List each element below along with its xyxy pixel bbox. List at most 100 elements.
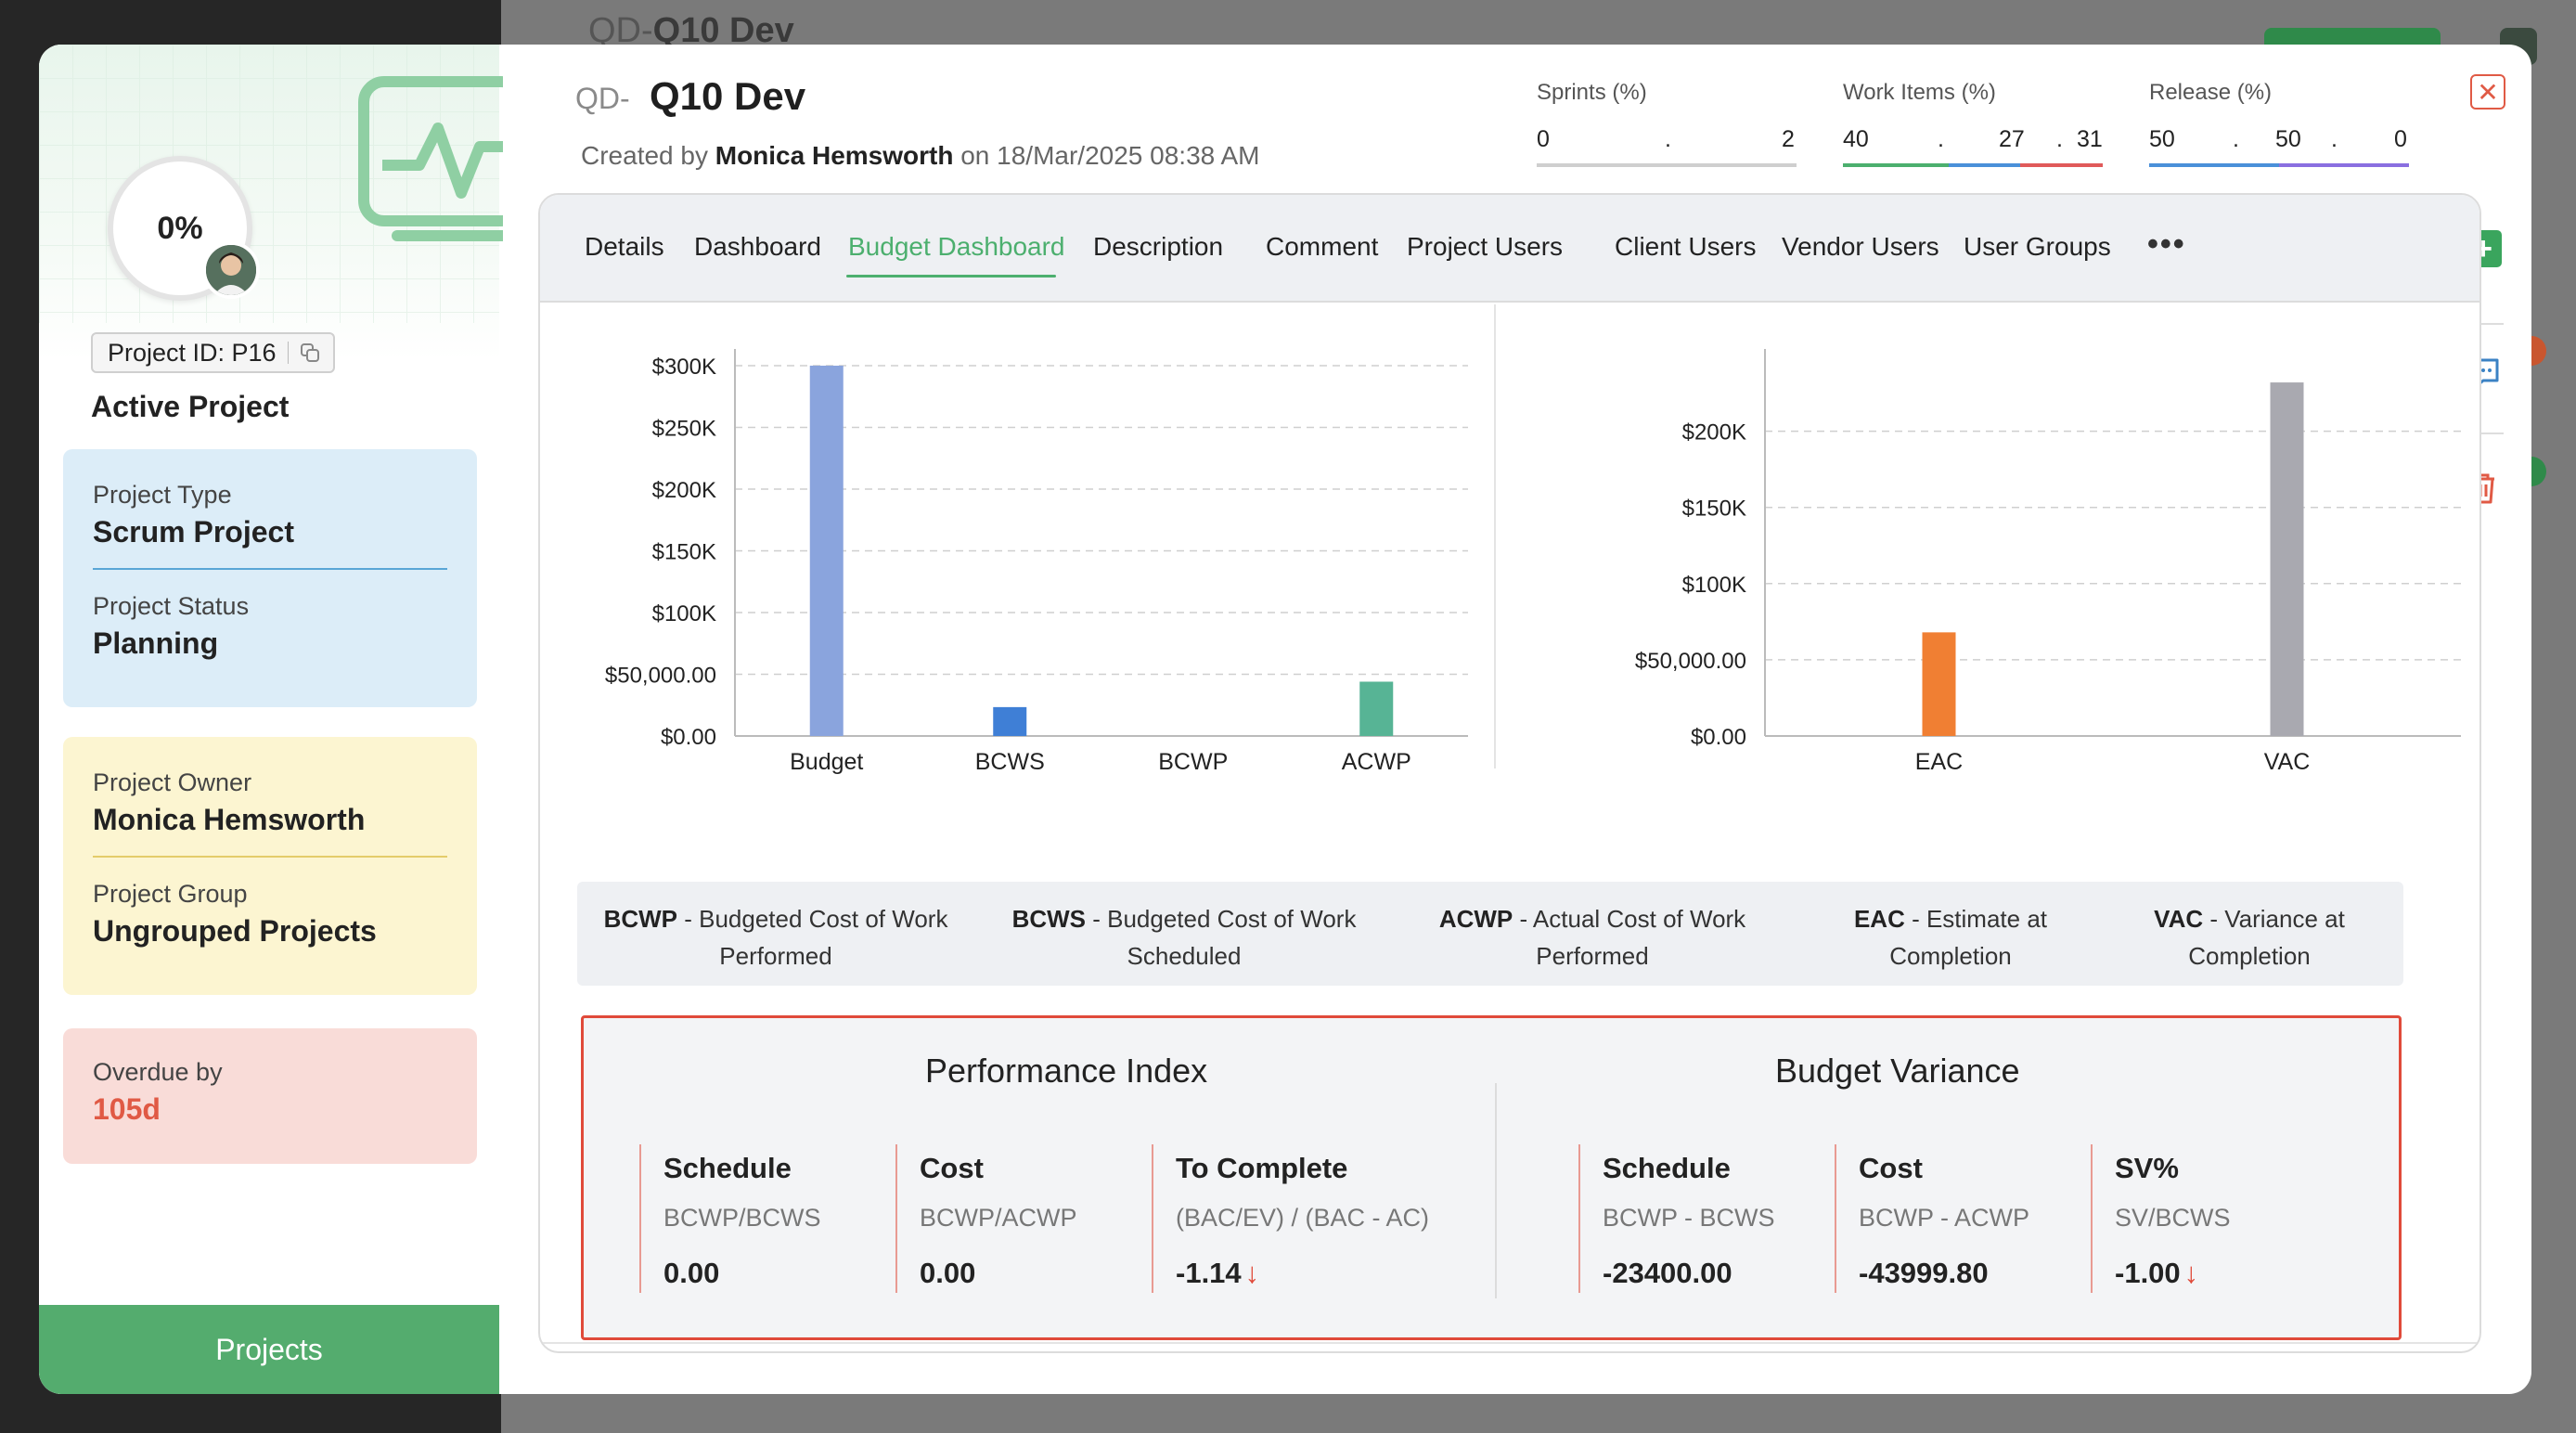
work-items-value-1: 40 (1843, 126, 1869, 152)
work-items-separator-2: . (2056, 126, 2063, 152)
action-divider (2463, 323, 2504, 325)
project-type-value: Scrum Project (93, 515, 294, 549)
legend-vac: VAC - Variance at Completion (2154, 905, 2345, 970)
cost-bar-chart: $0.00 $50,000.00 $100K $150K $200K $250K $300K… (605, 349, 1468, 775)
tab-budget-dashboard[interactable]: Budget Dashboard (848, 232, 1065, 261)
more-dots-icon[interactable]: ••• (2147, 226, 2186, 262)
sprints-metric: Sprints (%) 0 . 2 (1537, 80, 1797, 167)
tab-user-groups[interactable]: User Groups (1964, 232, 2111, 261)
sprints-value-open: 0 (1537, 126, 1550, 152)
work-items-value-2: 27 (1999, 126, 2025, 152)
performance-variance-panel: Performance Index Budget Variance Schedu… (581, 1015, 2402, 1340)
work-items-progress-bar (1843, 163, 2103, 167)
release-label: Release (%) (2149, 80, 2273, 105)
x-tick-label: BCWS (975, 749, 1045, 775)
project-owner-label: Project Owner (93, 768, 252, 796)
bar-acwp[interactable] (1359, 681, 1394, 736)
project-group-label: Project Group (93, 880, 248, 908)
tab-client-users[interactable]: Client Users (1615, 232, 1757, 261)
y-tick-label: $200K (652, 478, 716, 503)
release-value-2: 50 (2275, 126, 2301, 152)
y-tick-label: $200K (1682, 420, 1746, 445)
project-group-value: Ungrouped Projects (93, 914, 377, 948)
sprints-progress-bar (1537, 163, 1797, 167)
bottom-divider (540, 1342, 2479, 1344)
work-items-label: Work Items (%) (1843, 80, 1996, 105)
bar-budget[interactable] (809, 366, 844, 736)
progress-segment (1843, 163, 1950, 167)
background-title: QD-Q10 Dev (588, 11, 794, 50)
legend-eac: EAC - Estimate at Completion (1853, 905, 2048, 970)
x-tick-label: EAC (1915, 749, 1963, 775)
y-tick-label: $100K (652, 601, 716, 626)
overdue-value: 105d (93, 1092, 161, 1126)
work-items-metric: Work Items (%) 40 . 27 . 31 (1843, 80, 2103, 167)
y-tick-label: $0.00 (1691, 725, 1746, 750)
x-tick-label: Budget (790, 749, 863, 775)
project-status-value: Planning (93, 626, 219, 660)
tab-comment[interactable]: Comment (1266, 232, 1379, 261)
tab-description[interactable]: Description (1093, 232, 1224, 261)
monitor-illustration-icon (358, 76, 503, 241)
project-status-label: Project Status (93, 592, 250, 620)
bar-vac[interactable] (2270, 382, 2304, 736)
projects-button[interactable]: Projects (39, 1305, 499, 1394)
card-divider (93, 568, 447, 570)
card-divider (93, 856, 447, 858)
owner-avatar (202, 241, 260, 299)
y-tick-label: $0.00 (661, 725, 716, 750)
work-items-separator-1: . (1938, 126, 1944, 152)
kpi-schedule-variance: Schedule BCWP - BCWS -23400.00 (1578, 1144, 1775, 1293)
close-icon[interactable]: ✕ (2470, 74, 2505, 110)
created-by-name[interactable]: Monica Hemsworth (715, 141, 954, 170)
sprints-values: 0 . 2 (1537, 126, 1797, 167)
progress-segment (1949, 163, 2021, 167)
tab-bar: Details Dashboard Budget Dashboard Descr… (540, 195, 2479, 303)
release-separator-2: . (2331, 126, 2338, 152)
progress-segment (2020, 163, 2103, 167)
tab-dashboard[interactable]: Dashboard (694, 232, 821, 261)
tab-vendor-users[interactable]: Vendor Users (1782, 232, 1939, 261)
project-detail-modal: 0% Project ID: P16 Active Project Projec… (39, 45, 2531, 1394)
project-type-status-card: Project Type Scrum Project Project Statu… (63, 449, 477, 707)
section-divider (1495, 1083, 1497, 1298)
project-id-text: Project ID: P16 (108, 338, 277, 367)
copy-icon[interactable] (300, 342, 320, 363)
y-tick-label: $150K (1682, 497, 1746, 522)
kpi-schedule-performance: Schedule BCWP/BCWS 0.00 (639, 1144, 821, 1293)
work-items-values: 40 . 27 . 31 (1843, 126, 2103, 167)
chip-divider (287, 342, 289, 364)
bar-eac[interactable] (1922, 632, 1956, 736)
dashboard-content: Details Dashboard Budget Dashboard Descr… (538, 193, 2481, 1353)
y-tick-label: $300K (652, 355, 716, 380)
project-owner-value: Monica Hemsworth (93, 803, 366, 836)
legend-bcwp: BCWP - Budgeted Cost of Work Performed (603, 905, 948, 970)
down-arrow-icon: ↓ (2183, 1257, 2199, 1289)
bar-bcws[interactable] (993, 706, 1027, 736)
x-tick-label: VAC (2264, 749, 2311, 775)
progress-segment (2279, 163, 2409, 167)
tab-details[interactable]: Details (585, 232, 664, 261)
release-separator-1: . (2233, 126, 2239, 152)
performance-index-title: Performance Index (925, 1052, 1208, 1090)
abbreviation-legend: BCWP - Budgeted Cost of Work Performed BC… (577, 882, 2403, 986)
down-arrow-icon: ↓ (1244, 1257, 1260, 1289)
progress-segment (2149, 163, 2279, 167)
grid-decoration (39, 45, 499, 323)
release-values: 50 . 50 . 0 (2149, 126, 2409, 167)
y-tick-label: $50,000.00 (605, 664, 716, 689)
project-type-label: Project Type (93, 481, 232, 509)
y-tick-label: $50,000.00 (1635, 649, 1746, 674)
project-id-chip: Project ID: P16 (91, 332, 335, 373)
tab-project-users[interactable]: Project Users (1407, 232, 1564, 261)
project-owner-group-card: Project Owner Monica Hemsworth Project G… (63, 737, 477, 995)
sprints-separator: . (1665, 126, 1671, 152)
created-by-label: Created by (581, 141, 708, 170)
avatar-icon (206, 245, 256, 295)
created-on-date: on 18/Mar/2025 08:38 AM (960, 141, 1260, 170)
budget-variance-title: Budget Variance (1775, 1052, 2020, 1090)
kpi-to-complete: To Complete (BAC/EV) / (BAC - AC) -1.14 ↓ (1152, 1144, 1429, 1293)
chart-divider (1494, 304, 1496, 768)
release-progress-bar (2149, 163, 2409, 167)
kpi-cost-variance: Cost BCWP - ACWP -43999.80 (1835, 1144, 2029, 1293)
